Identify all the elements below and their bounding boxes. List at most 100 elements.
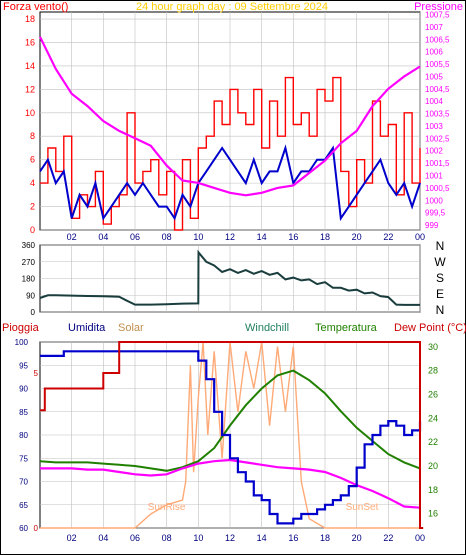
x-tick-label: 04 <box>98 533 108 543</box>
wind-direction-grid <box>40 244 421 313</box>
pressure-tick-label: 1006 <box>425 48 443 57</box>
wind-tick-label: 2 <box>30 202 35 212</box>
x-tick-label: 10 <box>193 533 203 543</box>
series-label: Umidita <box>68 322 106 334</box>
wind-tick-label: 6 <box>30 155 35 165</box>
pressure-axis-title: Pressione <box>414 1 463 13</box>
x-tick-label: 16 <box>288 533 298 543</box>
x-tick-label: 12 <box>225 232 235 242</box>
compass-label: W <box>434 255 446 269</box>
x-tick-label: 12 <box>225 533 235 543</box>
x-tick-label: 20 <box>352 232 362 242</box>
series-labels: Pioggia Umidita Solar Windchill Temperatura D… <box>2 322 466 334</box>
humidity-tick-label: 75 <box>19 454 28 463</box>
x-tick-label: 10 <box>193 232 203 242</box>
wind-direction-series <box>39 249 420 306</box>
humidity-tick-label: 70 <box>19 478 28 487</box>
pressure-tick-label: 1005,5 <box>425 60 450 69</box>
temperature-tick-label: 22 <box>428 437 438 447</box>
pressure-tick-label: 1001 <box>425 172 443 181</box>
humidity-tick-label: 60 <box>19 524 28 533</box>
direction-tick-label: 0 <box>31 308 36 317</box>
humidity-tick-label: 65 <box>19 501 28 510</box>
x-tick-label: 18 <box>320 232 330 242</box>
pressure-tick-label: 999,5 <box>425 209 446 218</box>
pressure-tick-label: 1002 <box>425 147 443 156</box>
pressure-tick-label: 1006,5 <box>425 35 450 44</box>
wind-direction-line <box>39 249 420 306</box>
series-label: Windchill <box>245 322 289 334</box>
chart-title: 24 hour graph day : 09 Settembre 2024 <box>136 1 328 13</box>
x-tick-label: 00 <box>415 533 425 543</box>
wind-tick-label: 18 <box>25 14 35 24</box>
series-label: Temperatura <box>315 322 378 334</box>
x-tick-label: 04 <box>98 232 108 242</box>
x-tick-label: 20 <box>352 533 362 543</box>
x-tick-label: 06 <box>130 232 140 242</box>
rain-tick-label: 5 <box>34 369 39 378</box>
pressure-tick-label: 999 <box>425 221 439 230</box>
wind-tick-label: 8 <box>30 131 35 141</box>
direction-tick-label: 270 <box>22 258 36 267</box>
pressure-tick-label: 1005 <box>425 72 443 81</box>
temperature-tick-label: 18 <box>428 485 438 495</box>
solar-line <box>40 341 420 529</box>
sunrise-label: SunRise <box>148 502 186 513</box>
temperature-line <box>39 369 421 472</box>
wind-pressure-x-ticks: 02 04 06 08 10 12 14 16 18 20 22 00 <box>67 232 425 242</box>
wind-tick-label: 0 <box>30 225 35 235</box>
x-tick-label: 22 <box>383 232 393 242</box>
x-tick-label: 16 <box>288 232 298 242</box>
rain-tick-label: 0 <box>34 524 39 533</box>
pressure-tick-label: 1000 <box>425 196 443 205</box>
x-tick-label: 18 <box>320 533 330 543</box>
pressure-tick-label: 1004 <box>425 97 443 106</box>
x-tick-label: 02 <box>67 533 77 543</box>
pressure-tick-label: 1000,5 <box>425 184 450 193</box>
temperature-axis-ticks: 16 18 20 22 24 26 28 30 <box>428 342 438 519</box>
compass-label: S <box>436 271 444 285</box>
direction-tick-label: 90 <box>26 291 35 300</box>
wind-tick-label: 12 <box>25 84 35 94</box>
x-tick-label: 14 <box>257 533 267 543</box>
pressure-tick-label: 1003 <box>425 122 443 131</box>
series-label: Pioggia <box>2 322 40 334</box>
pressure-line <box>39 36 421 197</box>
temperature-tick-label: 28 <box>428 366 438 376</box>
wind-tick-label: 14 <box>25 61 35 71</box>
direction-tick-label: 360 <box>22 241 36 250</box>
sunset-label: SunSet <box>346 502 379 513</box>
x-tick-label: 08 <box>162 533 172 543</box>
humidity-tick-label: 95 <box>19 361 28 370</box>
wind-average-line <box>39 144 421 222</box>
temperature-tick-label: 16 <box>428 509 438 519</box>
wind-tick-label: 10 <box>25 108 35 118</box>
wind-tick-label: 4 <box>30 178 35 188</box>
x-tick-label: 14 <box>257 232 267 242</box>
pressure-tick-label: 1007,5 <box>425 10 450 19</box>
wind-axis-ticks: 0 2 4 6 8 10 12 14 16 18 <box>25 14 35 235</box>
pressure-tick-label: 1001,5 <box>425 159 450 168</box>
x-tick-label: 22 <box>383 533 393 543</box>
humidity-line <box>40 350 422 525</box>
x-tick-label: 08 <box>162 232 172 242</box>
series-label: Dew Point (°C) <box>394 322 466 334</box>
wind-speed-line <box>40 76 421 231</box>
humidity-tick-label: 100 <box>15 338 29 347</box>
wind-pressure-series <box>39 36 421 231</box>
humidity-temperature-x-ticks: 02 04 06 08 10 12 14 16 18 20 22 00 <box>67 533 425 543</box>
temperature-tick-label: 20 <box>428 461 438 471</box>
pressure-tick-label: 1003,5 <box>425 110 450 119</box>
pressure-tick-label: 1004,5 <box>425 85 450 94</box>
wind-tick-label: 16 <box>25 37 35 47</box>
rain-axis-ticks: 05 <box>34 369 39 533</box>
pressure-tick-label: 1007 <box>425 23 443 32</box>
x-tick-label: 02 <box>67 232 77 242</box>
humidity-temperature-series <box>39 341 424 529</box>
temperature-tick-label: 26 <box>428 389 438 399</box>
compass-label: E <box>436 287 444 301</box>
